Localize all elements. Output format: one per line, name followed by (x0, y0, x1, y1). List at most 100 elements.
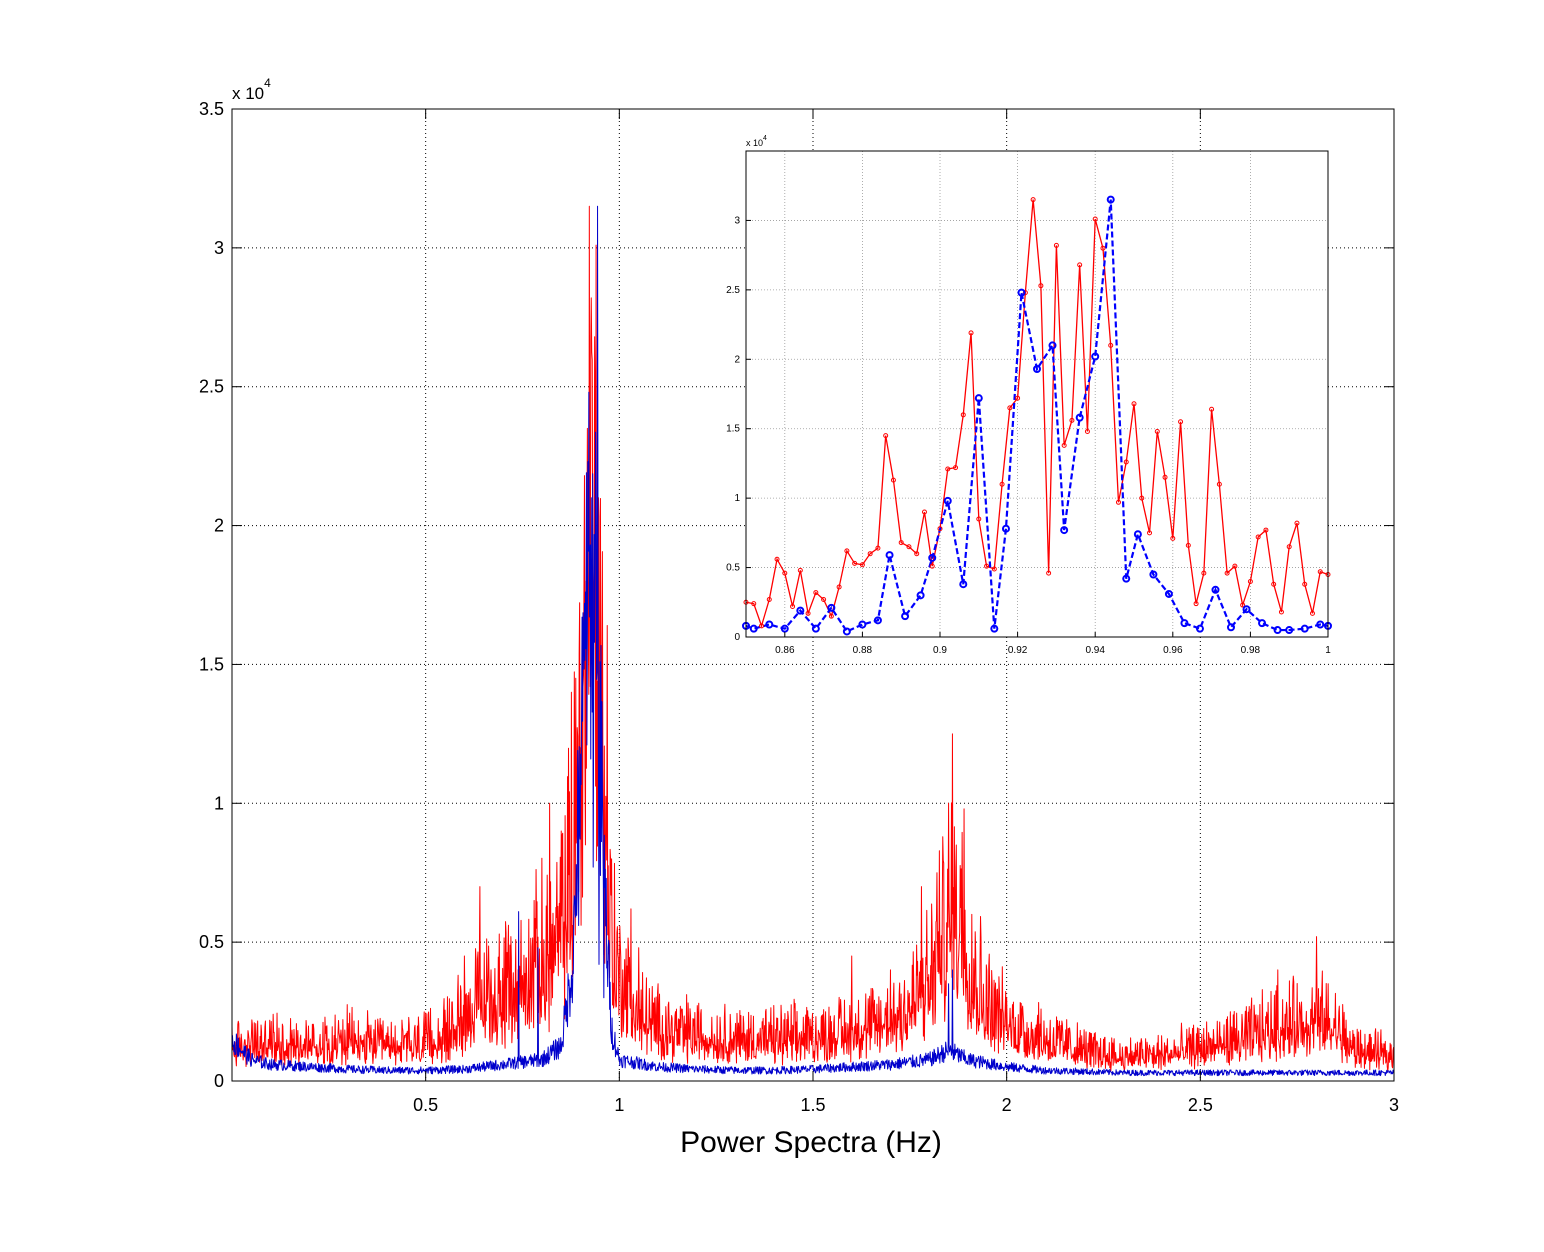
inset-y-tick-label: 3 (734, 215, 740, 226)
inset-blue-marker (959, 580, 968, 589)
inset-blue-marker (765, 620, 774, 629)
inset-x-tick-label: 0.96 (1163, 645, 1183, 656)
inset-blue-marker (1273, 626, 1282, 635)
inset-blue-marker (1133, 530, 1142, 539)
inset-y-tick-label: 1 (734, 493, 740, 504)
inset-red-marker (1015, 395, 1021, 401)
inset-x-tick-label: 0.98 (1241, 645, 1261, 656)
inset-red-marker (1061, 442, 1067, 448)
inset-blue-marker (1211, 585, 1220, 594)
inset-blue-marker (1300, 624, 1309, 633)
inset-blue-marker (916, 591, 925, 600)
inset-blue-marker (1106, 195, 1115, 204)
inset-x-tick-labels: 0.86 0.88 0.9 0.92 0.94 0.96 0.98 1 (775, 645, 1331, 656)
main-y-tick-label: 3 (214, 238, 224, 258)
inset-red-marker (1294, 520, 1300, 526)
inset-red-marker (1309, 610, 1315, 616)
inset-blue-marker (1048, 341, 1057, 350)
inset-red-marker (852, 560, 858, 566)
main-x-tick-label: 2.5 (1188, 1095, 1213, 1115)
inset-blue-marker (858, 620, 867, 629)
inset-red-marker (1317, 569, 1323, 575)
main-series-red-line (231, 205, 1395, 1072)
inset-red-marker (1170, 535, 1176, 541)
inset-x-tick-label: 0.94 (1085, 645, 1105, 656)
inset-blue-marker (827, 603, 836, 612)
inset-blue-marker (1149, 570, 1158, 579)
main-x-tick-label: 3 (1389, 1095, 1399, 1115)
inset-red-marker (898, 540, 904, 546)
inset-red-marker (1255, 534, 1261, 540)
inset-blue-marker (1227, 623, 1235, 632)
inset-blue-marker (1242, 605, 1251, 614)
inset-y-tick-label: 2 (734, 354, 740, 365)
inset-red-marker (774, 556, 780, 562)
inset-red-marker (953, 465, 959, 471)
inset-blue-marker (1164, 589, 1173, 598)
main-y-multiplier: x 104 (232, 76, 271, 103)
inset-red-marker (1147, 530, 1153, 536)
inset-series-blue-line (745, 199, 1329, 633)
inset-y-tick-label: 0.5 (726, 563, 740, 574)
inset-x-tick-label: 0.86 (775, 645, 795, 656)
inset-plot-area (746, 151, 1328, 637)
inset-blue-marker (943, 496, 952, 505)
inset-series-red-line (745, 199, 1329, 629)
main-y-tick-label: 3.5 (199, 99, 224, 119)
inset-red-marker (1022, 290, 1028, 296)
inset-red-marker (1053, 242, 1059, 248)
inset-red-marker (914, 551, 920, 557)
inset-red-marker (1131, 401, 1137, 407)
inset-blue-marker (1316, 620, 1325, 629)
inset-red-marker (759, 623, 765, 629)
inset-x-tick-label: 0.92 (1008, 645, 1028, 656)
inset-blue-marker (811, 624, 820, 633)
inset-ticks (746, 219, 1329, 638)
inset-y-tick-label: 2.5 (726, 285, 740, 296)
inset-blue-marker (901, 612, 910, 621)
main-x-tick-label: 1.5 (800, 1095, 825, 1115)
inset-red-marker (1224, 570, 1230, 576)
inset-red-marker (875, 545, 881, 551)
inset-red-marker (782, 570, 788, 576)
inset-red-marker (1084, 428, 1090, 434)
inset-red-marker (906, 544, 912, 550)
inset-red-marker (937, 526, 943, 532)
main-y-tick-label: 0 (214, 1071, 224, 1091)
inset-red-marker (960, 412, 966, 418)
inset-red-marker (921, 509, 927, 515)
main-y-tick-labels: 0 0.5 1 1.5 2 2.5 3 3.5 (199, 99, 224, 1091)
main-y-tick-label: 1.5 (199, 654, 224, 674)
main-x-tick-labels: 0.5 1 1.5 2 2.5 3 (413, 1095, 1399, 1115)
inset-blue-marker (974, 394, 983, 403)
inset-blue-marker (1075, 413, 1084, 422)
inset-red-marker (1115, 499, 1121, 505)
inset-red-marker (790, 603, 796, 609)
main-x-tick-label: 2 (1002, 1095, 1012, 1115)
inset-red-marker (1201, 570, 1207, 576)
inset-blue-marker (990, 624, 999, 633)
inset-red-marker (1123, 459, 1129, 465)
inset-red-marker (1302, 581, 1308, 587)
inset-red-marker (1154, 428, 1160, 434)
inset-blue-marker (842, 627, 851, 636)
inset-blue-marker (1091, 352, 1100, 361)
inset-red-marker (828, 613, 834, 619)
main-y-tick-label: 1 (214, 793, 224, 813)
inset-blue-marker (1017, 288, 1026, 297)
inset-blue-marker (928, 553, 937, 562)
inset-red-marker (968, 330, 974, 336)
inset-red-marker (1193, 601, 1199, 607)
inset-y-multiplier: x 104 (746, 135, 767, 148)
main-series (231, 205, 1395, 1077)
inset-red-marker (1030, 197, 1036, 203)
inset-red-marker (1185, 542, 1191, 548)
inset-red-marker (867, 551, 873, 557)
inset-red-marker (1069, 417, 1075, 423)
inset-red-marker (999, 481, 1005, 487)
main-x-tick-label: 1 (614, 1095, 624, 1115)
main-y-tick-label: 0.5 (199, 932, 224, 952)
inset-red-marker (1178, 419, 1184, 425)
inset-blue-marker (1195, 624, 1204, 633)
